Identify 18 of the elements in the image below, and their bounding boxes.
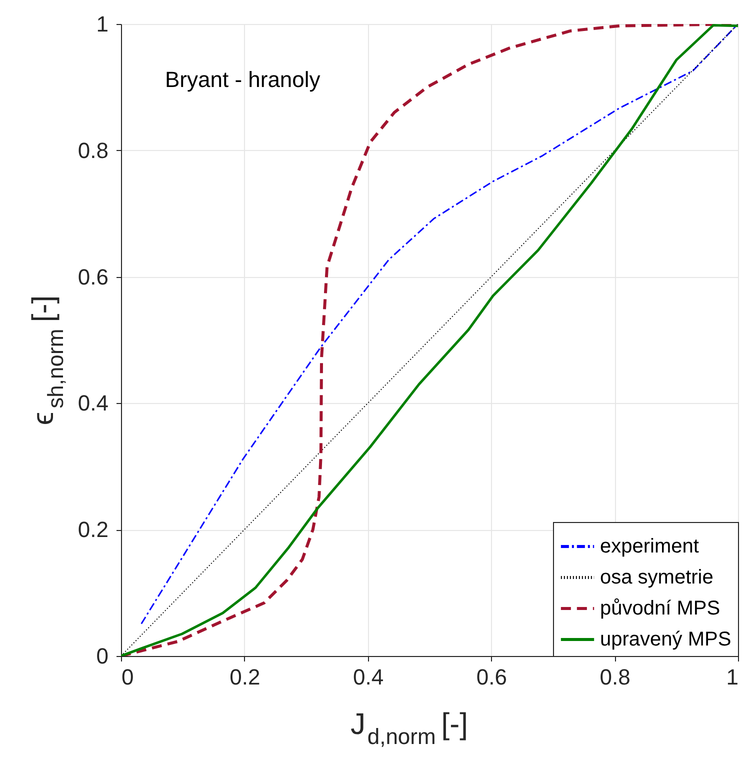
x-tick-label: 0: [122, 664, 134, 690]
x-tick-label: 0.8: [600, 664, 630, 690]
legend-label: osa symetrie: [600, 566, 714, 588]
y-tick-label: 0.6: [78, 264, 108, 290]
x-tick-label: 1: [726, 664, 738, 690]
y-axis-title: ϵsh,norm [-]: [27, 295, 68, 426]
y-tick-label: 0.4: [78, 390, 108, 416]
x-tick-label: 0.4: [353, 664, 384, 690]
legend-label: původní MPS: [600, 598, 720, 620]
y-tick-label: 0.8: [78, 138, 108, 163]
legend-label: upravený MPS: [600, 628, 732, 650]
legend-label: experiment: [600, 536, 700, 558]
x-tick-label: 0.6: [476, 664, 507, 690]
annotation: Bryant - hranoly: [165, 67, 320, 92]
y-tick-label: 0.2: [78, 517, 108, 542]
y-tick-label: 1: [96, 12, 108, 36]
y-tick-label: 0: [96, 644, 108, 668]
x-tick-label: 0.2: [230, 664, 260, 690]
